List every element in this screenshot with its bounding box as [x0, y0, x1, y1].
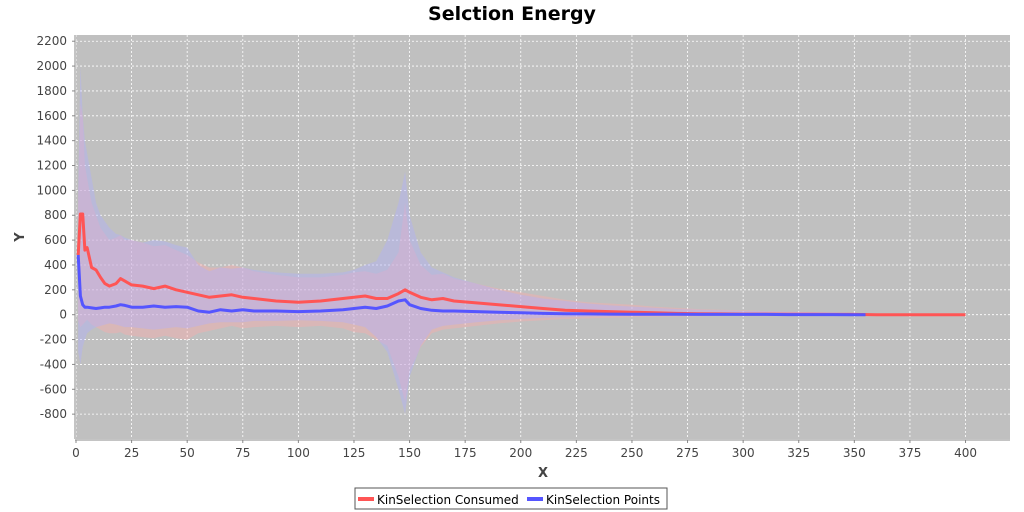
x-tick-label: 300 — [732, 446, 755, 460]
x-tick-label: 175 — [454, 446, 477, 460]
legend-label-points: KinSelection Points — [546, 493, 660, 507]
x-tick-label: 250 — [620, 446, 643, 460]
y-tick-label: 2000 — [36, 59, 67, 73]
x-axis-label: X — [538, 466, 548, 481]
y-tick-label: -600 — [40, 382, 67, 396]
y-tick-label: 800 — [44, 208, 67, 222]
y-axis-ticks: -800 -600 -400 -200 0 200 400 600 800 1000 1200 140… — [36, 34, 75, 421]
x-tick-label: 50 — [180, 446, 195, 460]
y-tick-label: 1200 — [36, 159, 67, 173]
y-tick-label: 1600 — [36, 109, 67, 123]
series-lines — [76, 212, 966, 317]
plot-area — [76, 35, 1010, 439]
x-tick-label: 150 — [398, 446, 421, 460]
x-tick-label: 400 — [954, 446, 977, 460]
x-tick-label: 225 — [565, 446, 588, 460]
legend-label-consumed: KinSelection Consumed — [377, 493, 519, 507]
x-tick-label: 125 — [343, 446, 366, 460]
legend: KinSelection Consumed KinSelection Point… — [354, 487, 668, 510]
series-line-1 — [76, 254, 866, 317]
legend-frame — [354, 487, 668, 510]
y-tick-label: -200 — [40, 333, 67, 347]
y-tick-label: 400 — [44, 258, 67, 272]
x-tick-label: 375 — [898, 446, 921, 460]
x-tick-label: 200 — [509, 446, 532, 460]
y-axis-label: Y — [13, 232, 28, 243]
x-tick-label: 275 — [676, 446, 699, 460]
chart-title: Selction Energy — [428, 3, 596, 25]
x-tick-label: 100 — [287, 446, 310, 460]
y-tick-label: 1000 — [36, 183, 67, 197]
x-tick-label: 75 — [235, 446, 250, 460]
y-tick-label: 1400 — [36, 134, 67, 148]
y-tick-label: 600 — [44, 233, 67, 247]
x-tick-label: 325 — [787, 446, 810, 460]
x-tick-label: 25 — [124, 446, 139, 460]
x-axis-ticks: 0 25 50 75 100 125 150 175 200 225 250 275 300 325 350… — [72, 440, 977, 460]
x-tick-label: 0 — [72, 446, 80, 460]
grid-lines — [75, 35, 1010, 439]
y-tick-label: -800 — [40, 407, 67, 421]
y-tick-label: 0 — [59, 308, 67, 322]
y-tick-label: 200 — [44, 283, 67, 297]
y-tick-label: 1800 — [36, 84, 67, 98]
x-tick-label: 350 — [843, 446, 866, 460]
y-tick-label: 2200 — [36, 34, 67, 48]
y-tick-label: -400 — [40, 357, 67, 371]
